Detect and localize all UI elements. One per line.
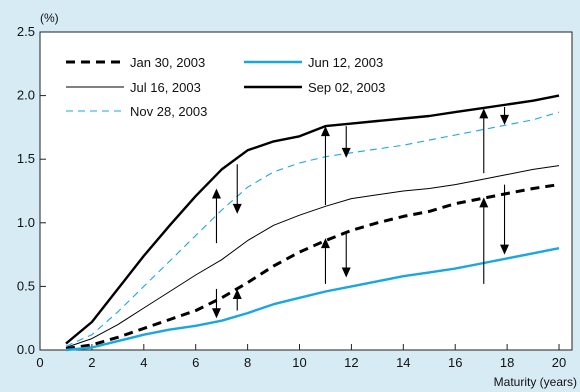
series-line-4 bbox=[65, 94, 560, 345]
y-axis-ticks: 0.0 0.5 1.0 1.5 2.0 2.5 bbox=[17, 24, 46, 357]
legend-label-1: Jan 30, 2003 bbox=[130, 55, 205, 70]
y-tick-label: 0.5 bbox=[17, 278, 35, 293]
change-arrow-9 bbox=[479, 197, 489, 284]
change-arrow-4 bbox=[232, 288, 242, 311]
arrow-head bbox=[320, 126, 330, 137]
change-arrow-11 bbox=[500, 107, 510, 125]
change-arrow-2 bbox=[211, 188, 221, 244]
change-arrow-1 bbox=[211, 288, 221, 319]
arrow-head bbox=[211, 308, 221, 319]
series-line-5 bbox=[65, 111, 560, 347]
series-line-2 bbox=[65, 247, 560, 352]
y-tick-label: 2.5 bbox=[17, 24, 35, 39]
arrow-head bbox=[211, 188, 221, 199]
arrow-head bbox=[341, 147, 351, 158]
y-tick-label: 0.0 bbox=[17, 342, 35, 357]
x-tick-label: 16 bbox=[448, 355, 462, 370]
arrow-head bbox=[479, 108, 489, 119]
series-line-1 bbox=[65, 183, 560, 351]
arrow-layer bbox=[211, 107, 510, 319]
series-layer bbox=[65, 94, 560, 352]
x-tick-label: 8 bbox=[244, 355, 251, 370]
legend: Jan 30, 2003 Jun 12, 2003 Jul 16, 2003 Sep … bbox=[66, 55, 385, 119]
x-tick-label: 10 bbox=[292, 355, 306, 370]
x-axis-title: Maturity (years) bbox=[494, 375, 577, 389]
series-line-3 bbox=[65, 165, 560, 348]
legend-label-2: Jun 12, 2003 bbox=[308, 55, 383, 70]
arrow-head bbox=[341, 267, 351, 278]
plot-area bbox=[39, 31, 573, 351]
legend-label-4: Sep 02, 2003 bbox=[308, 80, 385, 95]
x-tick-label: 18 bbox=[500, 355, 514, 370]
arrow-head bbox=[320, 238, 330, 249]
arrow-head bbox=[232, 203, 242, 214]
y-tick-label: 2.0 bbox=[17, 88, 35, 103]
y-tick-label: 1.0 bbox=[17, 215, 35, 230]
change-arrow-10 bbox=[479, 108, 489, 174]
x-tick-label: 4 bbox=[140, 355, 147, 370]
x-axis-ticks: 0 2 4 6 8 10 12 14 16 18 20 bbox=[36, 344, 566, 370]
y-axis-unit: (%) bbox=[40, 11, 59, 25]
x-tick-label: 6 bbox=[192, 355, 199, 370]
arrow-head bbox=[232, 288, 242, 299]
y-tick-label: 1.5 bbox=[17, 151, 35, 166]
change-arrow-6 bbox=[320, 126, 330, 205]
x-tick-label: 14 bbox=[396, 355, 410, 370]
change-arrow-3 bbox=[232, 164, 242, 214]
x-tick-label: 0 bbox=[36, 355, 43, 370]
x-tick-label: 12 bbox=[344, 355, 358, 370]
arrow-head bbox=[500, 114, 510, 125]
change-arrow-5 bbox=[320, 238, 330, 284]
arrow-head bbox=[500, 244, 510, 255]
legend-label-3: Jul 16, 2003 bbox=[130, 80, 201, 95]
x-tick-label: 2 bbox=[88, 355, 95, 370]
change-arrow-12 bbox=[500, 184, 510, 255]
arrow-head bbox=[479, 197, 489, 208]
legend-label-5: Nov 28, 2003 bbox=[130, 104, 207, 119]
change-arrow-7 bbox=[341, 126, 351, 158]
x-tick-label: 20 bbox=[552, 355, 566, 370]
change-arrow-8 bbox=[341, 232, 351, 278]
